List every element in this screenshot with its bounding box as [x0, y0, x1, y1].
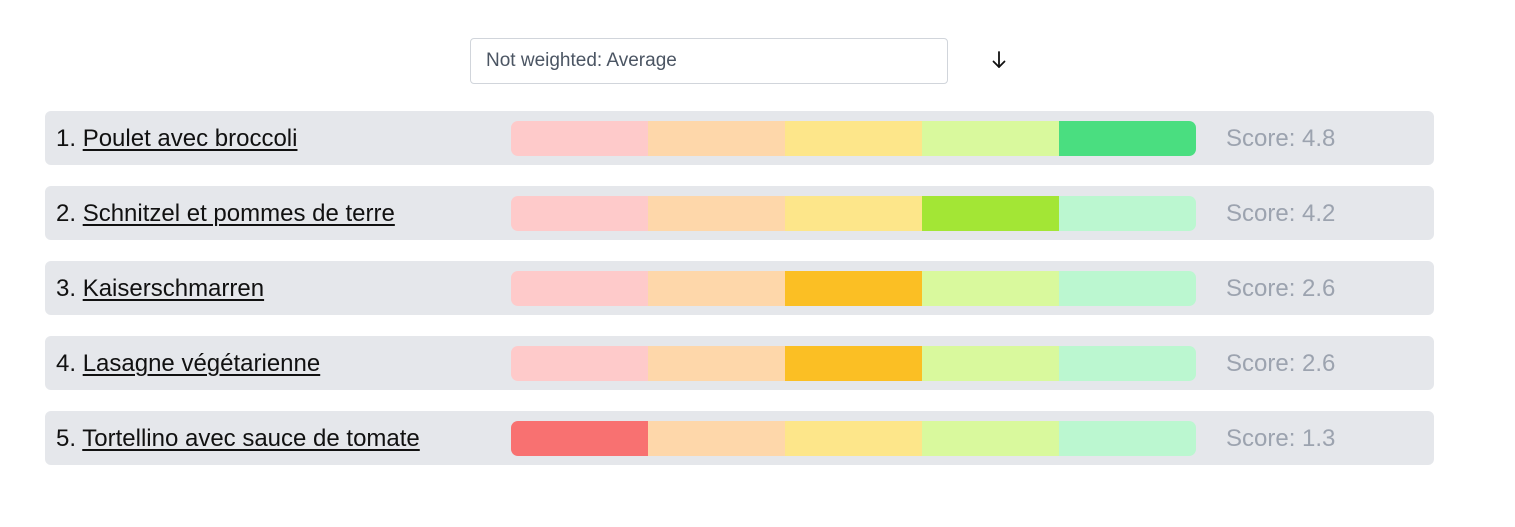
rating-segment-4: [922, 421, 1059, 456]
rating-segment-4: [922, 196, 1059, 231]
rating-segment-1: [511, 421, 648, 456]
list-item: 4. Lasagne végétarienne Score: 2.6: [45, 336, 1434, 390]
rating-segment-3: [785, 196, 922, 231]
rank-number: 1.: [56, 125, 77, 152]
recipe-link[interactable]: Kaiserschmarren: [82, 275, 265, 302]
ranking-list: 1. Poulet avec broccoli Score: 4.8 2. Schn…: [45, 111, 1434, 486]
rating-segment-3: [785, 346, 922, 381]
rating-segment-3: [785, 121, 922, 156]
list-item-title: 4. Lasagne végétarienne: [56, 336, 320, 390]
rating-segment-5: [1059, 346, 1196, 381]
recipe-link[interactable]: Poulet avec broccoli: [82, 125, 298, 152]
rating-segment-3: [785, 421, 922, 456]
rating-segment-2: [648, 271, 785, 306]
rating-segment-1: [511, 121, 648, 156]
score-label: Score: 1.3: [1226, 425, 1336, 452]
list-item: 5. Tortellino avec sauce de tomate Score:…: [45, 411, 1434, 465]
rating-segment-5: [1059, 271, 1196, 306]
weighting-select[interactable]: Not weighted: Average: [470, 38, 948, 84]
list-item: 2. Schnitzel et pommes de terre Score: 4.…: [45, 186, 1434, 240]
list-item: 1. Poulet avec broccoli Score: 4.8: [45, 111, 1434, 165]
rating-segment-2: [648, 196, 785, 231]
rating-segment-2: [648, 421, 785, 456]
recipe-link[interactable]: Tortellino avec sauce de tomate: [82, 425, 420, 452]
rating-segment-5: [1059, 421, 1196, 456]
rating-segment-1: [511, 196, 648, 231]
rating-segment-1: [511, 271, 648, 306]
list-item-title: 3. Kaiserschmarren: [56, 261, 264, 315]
rating-segment-4: [922, 121, 1059, 156]
sort-toolbar: Not weighted: Average: [470, 38, 1006, 84]
sort-direction-button[interactable]: [990, 48, 1008, 72]
score-label: Score: 4.2: [1226, 200, 1336, 227]
rank-number: 4.: [56, 350, 77, 377]
rating-segment-5: [1059, 121, 1196, 156]
list-item-title: 1. Poulet avec broccoli: [56, 111, 297, 165]
rating-segment-2: [648, 121, 785, 156]
list-item-title: 2. Schnitzel et pommes de terre: [56, 186, 395, 240]
list-item: 3. Kaiserschmarren Score: 2.6: [45, 261, 1434, 315]
weighting-select-value: Not weighted: Average: [486, 50, 677, 71]
list-item-title: 5. Tortellino avec sauce de tomate: [56, 411, 420, 465]
rating-bar: [511, 346, 1196, 381]
arrow-down-icon: [992, 51, 1006, 68]
rating-segment-1: [511, 346, 648, 381]
score-label: Score: 4.8: [1226, 125, 1336, 152]
rank-number: 5.: [56, 425, 77, 452]
rating-segment-3: [785, 271, 922, 306]
recipe-link[interactable]: Schnitzel et pommes de terre: [82, 200, 395, 227]
rating-bar: [511, 421, 1196, 456]
score-label: Score: 2.6: [1226, 275, 1336, 302]
rating-segment-4: [922, 346, 1059, 381]
rating-bar: [511, 271, 1196, 306]
rank-number: 3.: [56, 275, 77, 302]
rating-segment-4: [922, 271, 1059, 306]
rating-bar: [511, 121, 1196, 156]
rank-number: 2.: [56, 200, 77, 227]
recipe-link[interactable]: Lasagne végétarienne: [82, 350, 321, 377]
rating-bar: [511, 196, 1196, 231]
rating-segment-5: [1059, 196, 1196, 231]
score-label: Score: 2.6: [1226, 350, 1336, 377]
rating-segment-2: [648, 346, 785, 381]
